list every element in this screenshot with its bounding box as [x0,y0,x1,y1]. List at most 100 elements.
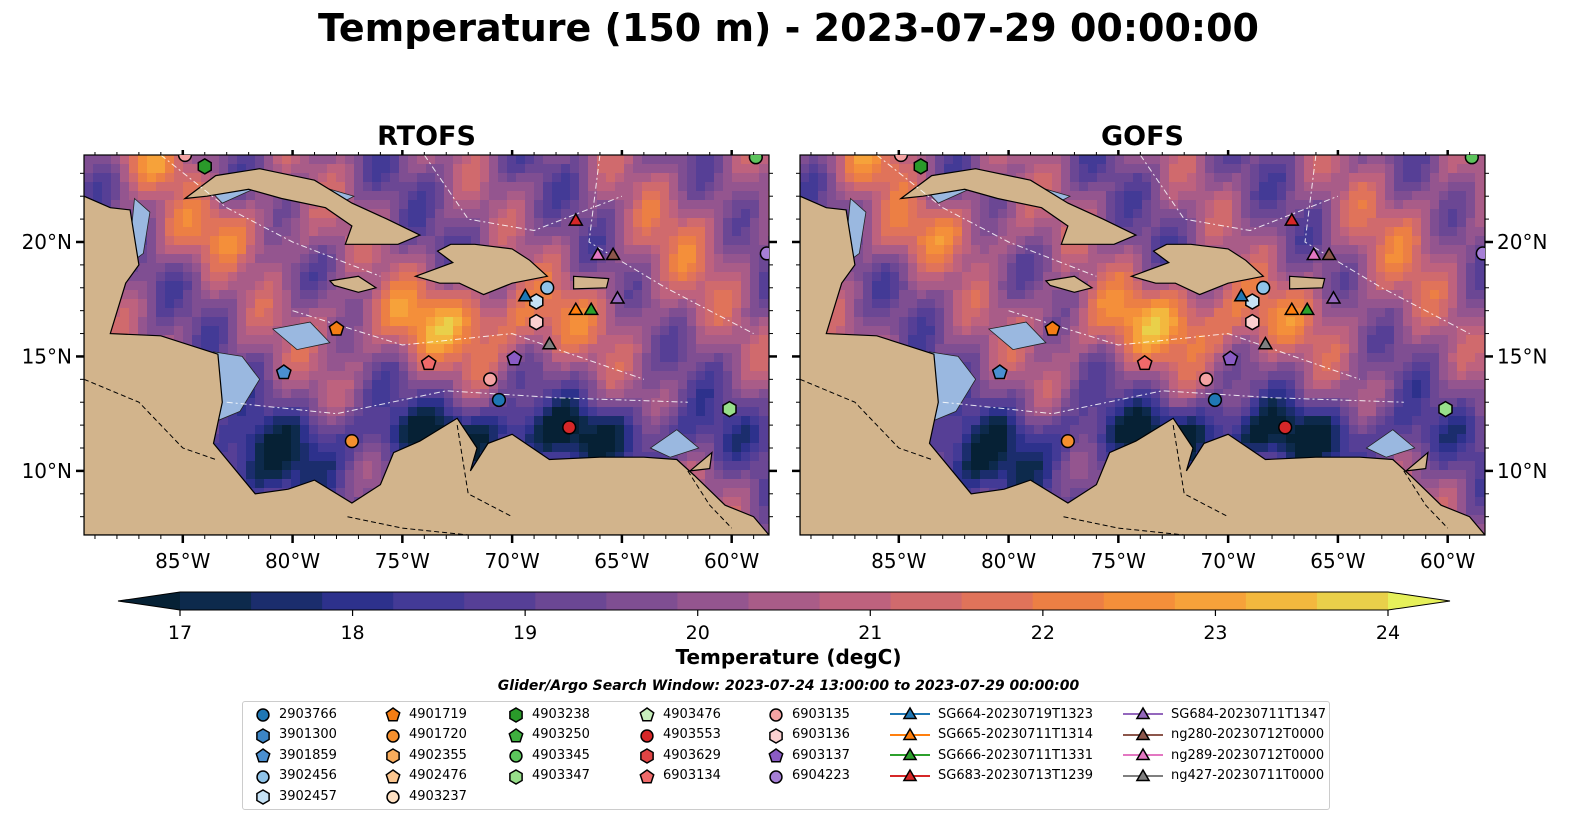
marker-6903135 [177,155,193,163]
legend-marker [1135,727,1151,740]
marker-SG664-20230719T1323 [517,287,534,302]
marker-SG683-20230713T1239 [1283,212,1300,226]
colorbar-segment [748,592,821,610]
marker-6903134 [420,354,437,371]
legend-marker-icon [509,768,523,785]
colorbar-segment [180,592,252,610]
colorbar-segment [606,592,679,610]
land-mass [182,168,422,245]
legend-marker-icon [769,708,783,722]
marker-3902457 [1245,293,1260,310]
marker-ng289-20230712T0000 [590,246,606,261]
legend-item: SG665-20230711T1314 [888,725,1093,745]
legend-marker [902,727,918,740]
x-tick-label: 60°W [1420,549,1475,573]
legend-marker-icon [640,728,654,743]
legend-item-label: 4901719 [409,706,467,722]
legend-item: 4901720 [383,725,467,745]
colorbar-tick-label: 22 [1031,622,1055,644]
marker-4903238 [913,158,928,175]
colorbar-tick-label: 19 [513,622,537,644]
land-mass [328,275,378,293]
legend-item-label: ng427-20230711T0000 [1171,768,1325,783]
colorbar-segment [464,592,536,610]
y-tick-label: 10°N [22,459,72,483]
legend-item-label: ng289-20230712T0000 [1171,747,1325,763]
marker-ng427-20230711T0000 [541,335,558,350]
legend-marker-icon [890,727,930,740]
legend-item: 3902456 [253,766,337,786]
colorbar-tick-label: 20 [686,622,710,644]
legend-marker-icon [385,707,401,722]
marker-3901859 [991,364,1008,380]
marker-SG665-20230711T1314 [567,301,584,316]
legend-item-label: 4903553 [663,727,721,742]
legend-title: Glider/Argo Search Window: 2023-07-24 13… [497,678,1080,694]
legend-marker-icon [256,769,270,784]
marker-4903345 [748,155,763,165]
legend-item-label: 4901720 [409,727,467,742]
legend-item: 4903553 [637,725,721,745]
legend-item: 4901719 [383,704,467,724]
legend-item-label: 4903629 [663,747,721,763]
legend-item-label: 4903238 [532,706,590,722]
legend-item: 6904223 [766,766,850,786]
x-tick-label: 70°W [485,549,540,573]
colorbar-segment [819,592,892,610]
panel-title: RTOFS [377,121,476,152]
marker-4901720 [1060,434,1075,449]
y-tick-label: 20°N [22,230,72,254]
legend-marker-icon [768,748,784,763]
legend-item: 4903347 [506,766,590,786]
legend-item: 6903136 [766,725,850,745]
land-mass [84,195,769,535]
legend-marker-icon [256,708,270,722]
colorbar-segment [251,592,323,610]
marker-6903135 [483,372,498,387]
marker-6903136 [529,313,544,331]
marker-4903553 [562,420,577,435]
legend-marker [509,749,523,763]
marker-6904223 [759,246,769,261]
map-panel-gofs: GOFS 85°W 80°W 75°W 70°W 65°W 60°W 10°N 15°N 20°N [792,121,1547,573]
colorbar-segment [1316,592,1389,610]
colorbar-extend-high [1388,592,1450,610]
legend-item: ng427-20230711T0000 [1121,766,1324,786]
legend-marker [640,748,654,764]
legend-marker-icon [256,789,270,805]
land-mass [1044,275,1094,293]
marker-SG684-20230711T1347 [609,290,626,304]
legend-item: SG684-20230711T1347 [1121,704,1326,724]
legend-item-label: SG666-20230711T1331 [938,747,1094,763]
figure-title: Temperature (150 m) - 2023-07-29 00:00:0… [317,6,1259,50]
legend-marker-icon [256,727,270,744]
marker-SG666-20230711T1331 [583,301,600,316]
legend-item-label: SG665-20230711T1314 [938,727,1094,742]
legend-item: 4902355 [383,745,467,765]
y-tick-label: 15°N [22,344,72,368]
marker-3902456 [540,280,555,295]
legend-marker-icon [639,768,655,783]
colorbar-tick-label: 17 [168,622,192,644]
legend-item-label: 4903250 [532,727,590,742]
marker-4903238 [197,158,212,175]
marker-ng280-20230712T0000 [1321,246,1337,261]
map-panels: RTOFS 85°W 80°W 75°W 70°W 65°W 60°W 10°N 15°N 20°… [22,121,1548,573]
colorbar-label: Temperature (degC) [675,645,902,669]
x-tick-label: 70°W [1201,549,1256,573]
marker-3901859 [275,364,292,380]
legend-item-label: 4903476 [663,706,721,722]
land-mass [413,243,549,296]
legend-item-label: 3901300 [279,727,337,742]
legend-marker-icon [386,748,400,764]
legend-marker [386,790,400,804]
legend-item-label: SG664-20230719T1323 [938,706,1094,722]
legend-marker-icon [386,728,400,743]
legend-marker [769,769,783,784]
legend-item-label: SG684-20230711T1347 [1171,706,1327,722]
legend-item-label: 4903345 [532,747,590,763]
legend-item: 6903134 [637,766,721,786]
land-mass [898,168,1138,245]
legend-marker-icon [640,748,654,764]
x-tick-label: 80°W [265,549,320,573]
